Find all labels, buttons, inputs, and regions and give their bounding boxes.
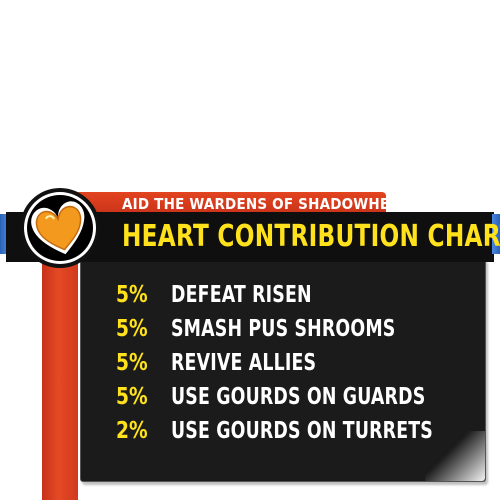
contribution-panel xyxy=(80,258,486,482)
task-percent: 5% xyxy=(116,350,148,376)
task-label: REVIVE ALLIES xyxy=(171,350,317,376)
task-label: SMASH PUS SHROOMS xyxy=(171,316,396,342)
title-edge-right xyxy=(492,214,500,254)
task-label: DEFEAT RISEN xyxy=(171,282,312,308)
task-percent: 5% xyxy=(116,316,148,342)
task-percent: 5% xyxy=(116,384,148,410)
banner-subtitle: AID THE WARDENS OF SHADOWHEART xyxy=(122,195,420,213)
task-percent: 5% xyxy=(116,282,148,308)
title-edge-left xyxy=(0,214,8,254)
heart-icon xyxy=(18,186,102,270)
panel-corner-fade xyxy=(425,431,485,481)
task-label: USE GOURDS ON GUARDS xyxy=(171,384,426,410)
task-percent: 2% xyxy=(116,418,148,444)
banner-title: HEART CONTRIBUTION CHART xyxy=(122,219,500,254)
task-label: USE GOURDS ON TURRETS xyxy=(171,418,433,444)
